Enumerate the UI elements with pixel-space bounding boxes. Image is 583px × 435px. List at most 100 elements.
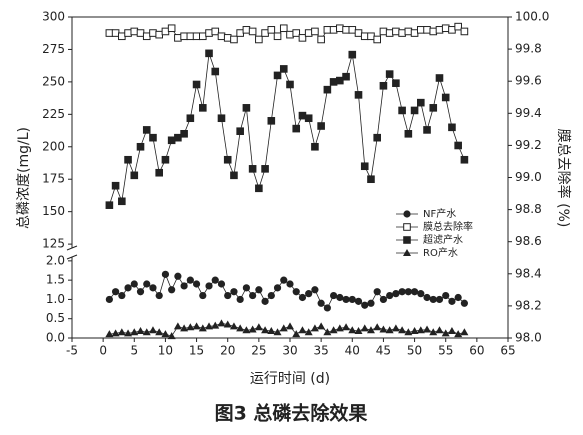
- point: [124, 155, 132, 164]
- point: [211, 276, 219, 284]
- point: [361, 301, 369, 309]
- point: [335, 324, 344, 332]
- point: [429, 104, 438, 112]
- point: [360, 162, 369, 171]
- point: [404, 129, 413, 138]
- point: [292, 124, 301, 133]
- point: [454, 330, 463, 338]
- point: [186, 276, 194, 284]
- point: [105, 29, 114, 37]
- y-tick-label: 225: [42, 107, 65, 121]
- point: [236, 324, 245, 332]
- point: [435, 26, 444, 34]
- point: [379, 295, 388, 304]
- y2-tick-label: 99.0: [515, 170, 542, 184]
- point: [410, 106, 419, 115]
- point: [230, 171, 238, 180]
- point: [323, 26, 332, 34]
- point: [410, 29, 419, 37]
- y-axis-label: 总磷浓度(mg/L): [16, 127, 32, 229]
- point: [304, 114, 313, 123]
- x-tick-label: 45: [376, 344, 391, 358]
- point: [435, 295, 444, 304]
- legend-marker: [403, 236, 411, 244]
- point: [242, 326, 251, 334]
- y-tick-label: 0.0: [46, 331, 65, 345]
- point: [248, 325, 257, 333]
- point: [348, 326, 357, 334]
- point: [354, 297, 363, 305]
- point: [392, 27, 400, 36]
- point: [205, 322, 214, 330]
- point: [223, 155, 232, 164]
- point: [174, 272, 182, 280]
- point: [211, 321, 220, 329]
- point: [317, 35, 325, 44]
- legend-marker: [403, 223, 411, 231]
- point: [404, 288, 412, 296]
- point: [379, 325, 388, 333]
- point: [167, 332, 176, 340]
- point: [236, 295, 244, 304]
- point: [267, 117, 276, 125]
- point: [311, 142, 319, 151]
- point: [329, 326, 338, 334]
- y2-tick-label: 98.4: [515, 266, 542, 280]
- point: [130, 171, 139, 180]
- point: [261, 29, 269, 37]
- point: [398, 288, 406, 296]
- point: [348, 50, 357, 59]
- point: [111, 181, 120, 190]
- point: [217, 114, 226, 123]
- y-tick-label: 150: [42, 204, 65, 218]
- x-tick-label: 50: [407, 344, 422, 358]
- point: [267, 327, 276, 335]
- axis-break: [66, 245, 78, 251]
- point: [323, 304, 331, 312]
- point: [367, 32, 375, 41]
- point: [112, 288, 120, 296]
- point: [292, 29, 301, 37]
- point: [136, 288, 145, 296]
- point: [199, 291, 207, 300]
- point: [354, 91, 363, 99]
- point: [460, 299, 468, 307]
- legend-marker: [403, 249, 411, 256]
- point: [336, 24, 344, 33]
- y-tick-label: 200: [42, 139, 65, 153]
- point: [279, 324, 288, 332]
- point: [217, 319, 226, 327]
- point: [292, 288, 300, 296]
- legend-marker: [403, 210, 411, 218]
- point: [224, 291, 232, 300]
- point: [417, 98, 425, 107]
- point: [311, 27, 319, 36]
- point: [254, 323, 263, 331]
- point: [398, 29, 406, 37]
- point: [385, 70, 394, 78]
- point: [454, 22, 462, 31]
- point: [342, 323, 351, 331]
- point: [298, 34, 307, 42]
- point: [417, 290, 425, 298]
- point: [304, 328, 313, 336]
- point: [198, 324, 207, 332]
- point: [192, 32, 201, 41]
- y2-tick-label: 98.2: [515, 298, 542, 312]
- point: [149, 133, 157, 142]
- point: [136, 29, 145, 37]
- point: [448, 297, 456, 305]
- point: [429, 295, 437, 304]
- x-tick-label: 60: [469, 344, 484, 358]
- point: [255, 35, 263, 44]
- point: [448, 123, 456, 132]
- point: [130, 27, 139, 36]
- point: [392, 79, 400, 87]
- point: [161, 270, 170, 278]
- point: [348, 295, 356, 304]
- point: [373, 288, 381, 296]
- point: [136, 327, 145, 335]
- y-tick-label: 0.5: [46, 311, 65, 325]
- point: [310, 324, 319, 332]
- point: [379, 81, 388, 90]
